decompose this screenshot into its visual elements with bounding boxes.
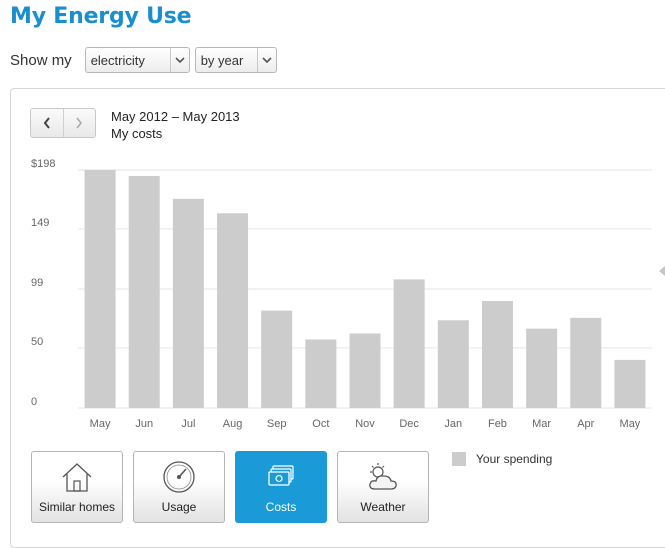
legend-label: Your spending xyxy=(476,452,553,466)
weather-icon xyxy=(338,460,428,494)
x-tick-label: Jul xyxy=(181,418,195,430)
tab-similar-homes-label: Similar homes xyxy=(38,500,116,514)
period-navigation xyxy=(30,108,96,138)
next-period-button[interactable] xyxy=(62,109,95,137)
x-tick-label: Mar xyxy=(532,418,551,430)
x-tick-label: Jan xyxy=(444,418,462,430)
tab-usage-label: Usage xyxy=(161,500,197,514)
show-my-label: Show my xyxy=(10,51,72,69)
page-title: My Energy Use xyxy=(10,4,192,29)
date-range-label: May 2012 – May 2013 xyxy=(111,109,240,124)
bar xyxy=(481,301,513,408)
bar xyxy=(349,333,381,408)
gauge-icon xyxy=(134,460,224,494)
chevron-down-icon xyxy=(169,48,189,72)
bar xyxy=(217,213,249,408)
bar xyxy=(526,328,558,408)
bar xyxy=(84,170,116,408)
bar xyxy=(393,279,425,408)
x-tick-label: Feb xyxy=(488,418,507,430)
bar xyxy=(172,198,204,408)
chevron-left-icon xyxy=(43,117,50,129)
chevron-right-icon xyxy=(76,117,83,129)
bar xyxy=(128,176,160,408)
tab-similar-homes[interactable]: Similar homes xyxy=(31,451,123,523)
tab-weather-label: Weather xyxy=(360,500,406,514)
x-tick-label: Aug xyxy=(223,418,243,430)
filter-bar: Show my electricity by year xyxy=(10,46,282,74)
money-icon xyxy=(236,460,326,494)
y-tick-label: 149 xyxy=(31,217,49,229)
y-tick-label: 99 xyxy=(31,277,43,289)
x-tick-label: Sep xyxy=(267,418,287,430)
bar xyxy=(614,359,646,408)
x-tick-label: Jun xyxy=(135,418,153,430)
bar xyxy=(570,317,602,408)
y-tick-label: $198 xyxy=(31,158,55,170)
metric-label: My costs xyxy=(111,126,163,141)
chart-legend: Your spending xyxy=(452,452,552,466)
spending-bar-chart: $198 149 99 50 0 May Jun Jul Aug Sep Oct Nov Dec Jan F… xyxy=(31,158,652,430)
y-tick-label: 50 xyxy=(31,336,43,348)
x-tick-label: May xyxy=(620,418,641,430)
fuel-select-value: electricity xyxy=(90,53,145,68)
chevron-down-icon xyxy=(256,48,276,72)
x-tick-label: Nov xyxy=(355,418,375,430)
period-select[interactable]: by year xyxy=(194,47,277,73)
period-select-value: by year xyxy=(200,53,244,68)
x-tick-label: Apr xyxy=(577,418,594,430)
tab-costs-label: Costs xyxy=(265,500,297,514)
expand-arrow-icon[interactable] xyxy=(659,266,665,276)
x-tick-label: Dec xyxy=(399,418,419,430)
bar xyxy=(437,320,469,408)
tab-costs[interactable]: Costs xyxy=(235,451,327,523)
tab-weather[interactable]: Weather xyxy=(337,451,429,523)
y-tick-label: 0 xyxy=(31,396,37,408)
legend-swatch xyxy=(452,452,466,466)
date-range: May 2012 – May 2013 My costs xyxy=(111,108,240,142)
bar xyxy=(305,339,337,408)
previous-period-button[interactable] xyxy=(31,109,63,137)
house-icon xyxy=(32,460,122,494)
bar xyxy=(261,310,293,408)
tab-usage[interactable]: Usage xyxy=(133,451,225,523)
x-tick-label: May xyxy=(90,418,111,430)
fuel-select[interactable]: electricity xyxy=(84,47,190,73)
x-tick-label: Oct xyxy=(312,418,329,430)
